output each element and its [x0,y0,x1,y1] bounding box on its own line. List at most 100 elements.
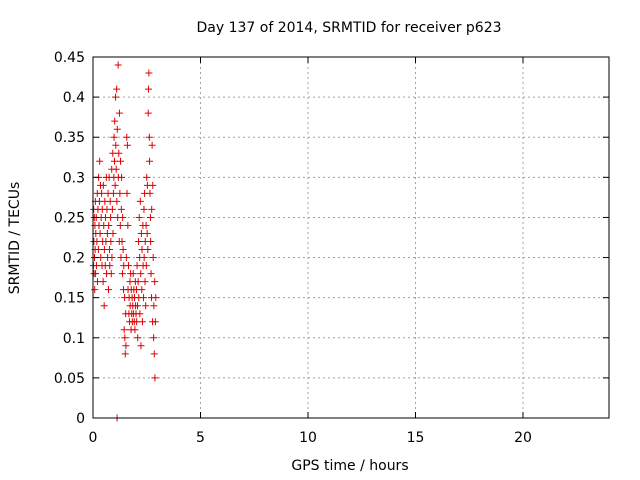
data-point [137,342,145,350]
data-point [119,246,127,254]
data-point [106,197,114,205]
data-point [104,286,112,294]
data-point [150,302,158,310]
data-point [140,205,148,213]
data-point [148,141,156,149]
data-point [113,125,121,133]
data-point [113,85,121,93]
data-point [114,61,122,69]
data-point [110,133,118,141]
data-point [144,246,152,254]
data-point [135,238,143,246]
data-point [111,117,119,125]
y-tick-label: 0.25 [54,210,85,226]
data-point [107,270,115,278]
data-point [107,238,115,246]
data-point [151,374,159,382]
data-point [144,85,152,93]
ticks [92,56,609,419]
data-point [144,109,152,117]
data-point [140,294,148,302]
data-point [140,254,148,262]
data-point [98,189,106,197]
data-point [134,302,142,310]
data-point [135,213,143,221]
data-point [120,326,128,334]
data-point [96,229,104,237]
data-point [111,181,119,189]
data-point [141,278,149,286]
data-point [133,262,141,270]
data-point [149,254,157,262]
x-tick-label: 5 [196,430,205,446]
data-point [138,286,146,294]
chart-title: Day 137 of 2014, SRMTID for receiver p62… [196,20,501,36]
data-point [136,310,144,318]
data-point [150,334,158,342]
data-point [115,109,123,117]
data-point [106,246,114,254]
data-point [96,157,104,165]
data-point [137,270,145,278]
data-point [108,205,116,213]
data-point [143,173,151,181]
data-point [145,133,153,141]
x-axis-label: GPS time / hours [291,458,408,474]
data-point [138,318,146,326]
data-point [117,205,125,213]
y-tick-label: 0.35 [54,130,85,146]
data-point [118,173,126,181]
data-point [124,221,132,229]
data-point [134,334,142,342]
data-point [107,213,115,221]
data-point [152,294,160,302]
data-point [148,205,156,213]
data-point [119,213,127,221]
data-point [112,141,120,149]
x-tick-labels: 0 5 10 15 20 [89,430,532,446]
data-point [142,262,150,270]
data-point [109,149,117,157]
data-point [115,149,123,157]
data-point [118,270,126,278]
x-tick-label: 20 [514,430,532,446]
data-point [150,350,158,358]
y-tick-label: 0.05 [54,371,85,387]
data-point [151,278,159,286]
x-tick-label: 0 [89,430,98,446]
data-point [109,229,117,237]
data-point [100,302,108,310]
data-point [142,302,150,310]
y-tick-label: 0.15 [54,291,85,307]
data-point [118,238,126,246]
data-point [136,197,144,205]
data-point [122,342,130,350]
data-point [146,189,154,197]
data-point [145,69,153,77]
data-point [123,133,131,141]
data-point [131,326,139,334]
plot-frame [92,56,610,419]
data-point [146,213,154,221]
data-point [112,165,120,173]
y-tick-label: 0.3 [63,170,85,186]
data-point [116,221,124,229]
data-point [121,334,129,342]
data-point [91,286,99,294]
data-point [111,157,118,165]
y-tick-label: 0.4 [63,90,85,106]
data-point [151,318,159,326]
x-tick-label: 15 [407,430,425,446]
data-points [89,61,160,422]
data-point [122,254,130,262]
data-point [117,157,125,165]
y-tick-labels: 0 0.05 0.1 0.15 0.2 0.25 0.3 0.35 0.4 0.45 [54,50,85,427]
data-point [146,157,154,165]
data-point [112,93,120,101]
data-point [124,262,132,270]
grid [93,57,609,418]
y-tick-label: 0.1 [63,331,85,347]
data-point [143,229,151,237]
data-point [108,254,116,262]
